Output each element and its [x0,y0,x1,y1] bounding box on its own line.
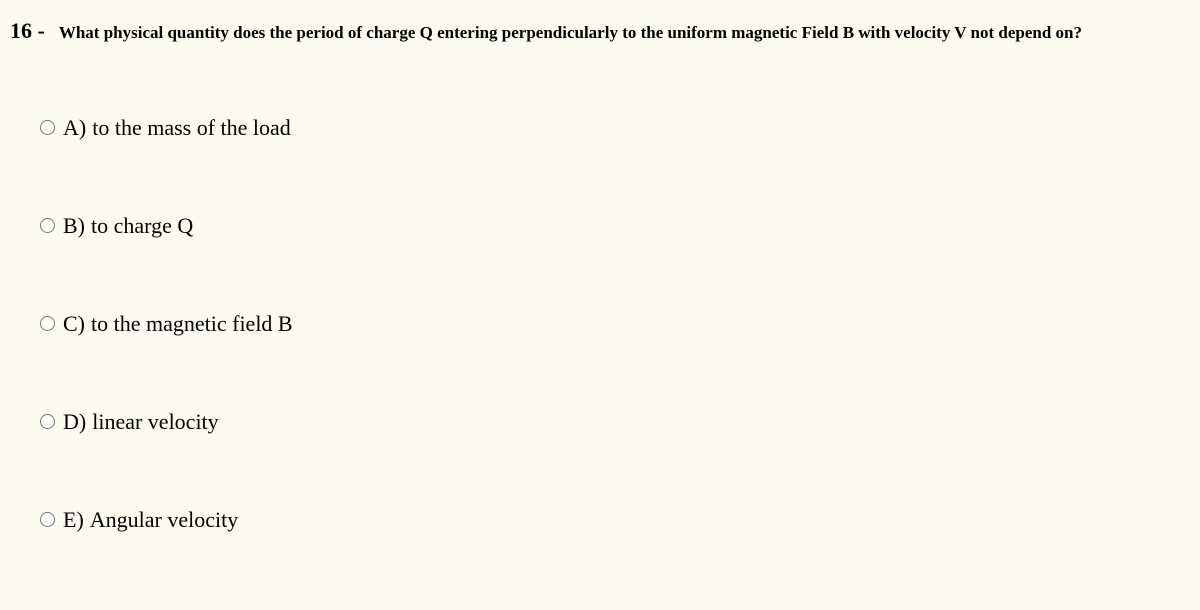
option-a[interactable]: A) to the mass of the load [40,115,1160,141]
option-d-text: linear velocity [92,409,218,435]
option-a-text: to the mass of the load [92,115,291,141]
option-e-letter: E) [63,507,84,533]
option-c-radio[interactable] [40,316,55,331]
option-e-radio[interactable] [40,512,55,527]
option-c[interactable]: C) to the magnetic field B [40,311,1160,337]
option-e[interactable]: E) Angular velocity [40,507,1160,533]
option-d[interactable]: D) linear velocity [40,409,1160,435]
option-d-radio[interactable] [40,414,55,429]
option-c-letter: C) [63,311,85,337]
option-a-radio[interactable] [40,120,55,135]
option-b-radio[interactable] [40,218,55,233]
question-number: 16 - [10,18,45,44]
option-a-letter: A) [63,115,86,141]
option-d-letter: D) [63,409,86,435]
question-text: What physical quantity does the period o… [59,18,1082,45]
option-c-text: to the magnetic field B [91,311,293,337]
option-e-text: Angular velocity [90,507,238,533]
option-b[interactable]: B) to charge Q [40,213,1160,239]
question-header: 16 - What physical quantity does the per… [0,0,1200,45]
option-b-text: to charge Q [91,213,193,239]
options-list: A) to the mass of the load B) to charge … [0,45,1200,533]
option-b-letter: B) [63,213,85,239]
